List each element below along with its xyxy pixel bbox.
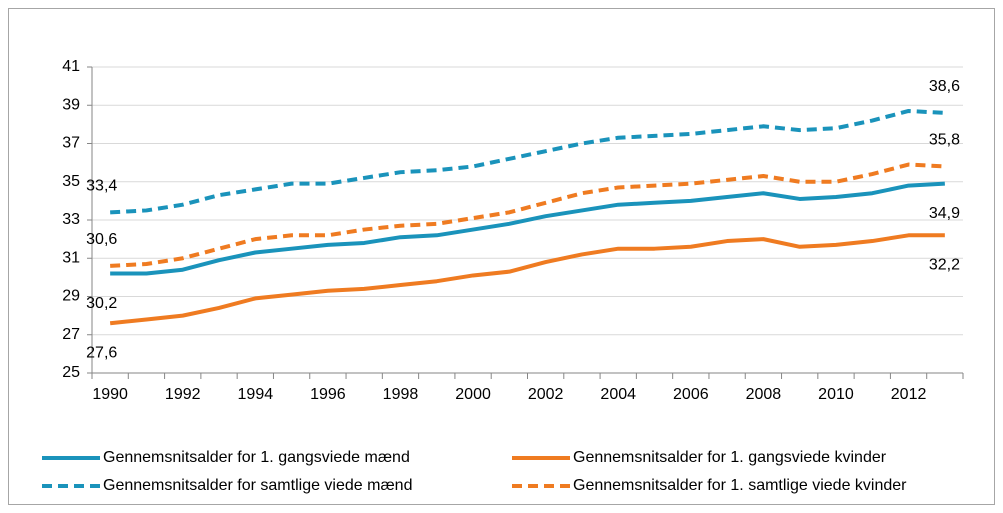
x-tick-label: 1994 [238,386,274,403]
y-tick-label: 25 [62,364,80,381]
chart-border [8,8,995,505]
legend-label: Gennemsnitsalder for 1. gangsviede kvind… [573,449,887,466]
x-tick-label: 2008 [746,386,782,403]
data-label: 30,2 [86,295,117,312]
data-label: 33,4 [86,178,117,195]
x-tick-label: 2010 [818,386,854,403]
x-tick-label: 2004 [600,386,636,403]
y-tick-label: 37 [62,135,80,152]
y-tick-label: 29 [62,288,80,305]
series-line [110,181,945,276]
y-tick-label: 41 [62,58,80,75]
data-label: 27,6 [86,344,117,361]
data-label: 32,2 [929,257,960,274]
y-tick-label: 39 [62,96,80,113]
x-tick-label: 1996 [310,386,346,403]
x-tick-label: 1992 [165,386,201,403]
data-label: 38,6 [929,78,960,95]
y-tick-label: 33 [62,211,80,228]
y-tick-label: 35 [62,173,80,190]
x-tick-label: 1998 [383,386,419,403]
series-line [109,233,945,326]
x-tick-label: 2000 [455,386,491,403]
legend-label: Gennemsnitsalder for 1. samtlige viede k… [573,477,907,494]
data-label: 34,9 [929,205,960,222]
x-tick-label: 1990 [92,386,128,403]
legend-label: Gennemsnitsalder for samtlige viede mænd [103,477,412,494]
legend-label: Gennemsnitsalder for 1. gangsviede mænd [103,449,410,466]
y-tick-label: 27 [62,326,80,343]
data-label: 35,8 [929,132,960,149]
x-tick-label: 2002 [528,386,564,403]
y-tick-label: 31 [62,249,80,266]
data-label: 30,6 [86,231,117,248]
x-tick-label: 2012 [891,386,927,403]
series-line [110,162,945,268]
x-tick-label: 2006 [673,386,709,403]
series-line [110,108,945,215]
